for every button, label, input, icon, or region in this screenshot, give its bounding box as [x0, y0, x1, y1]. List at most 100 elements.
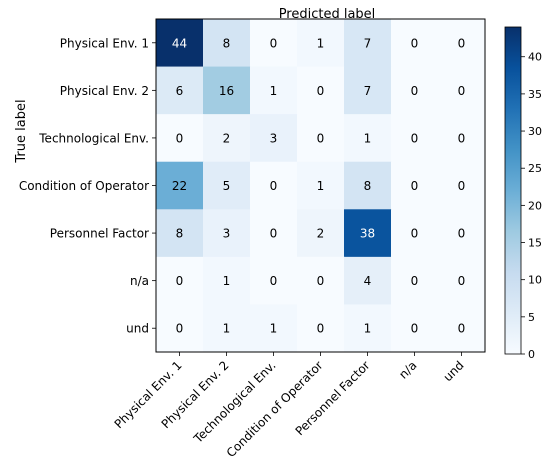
cell-value-label: 0: [411, 131, 419, 145]
colorbar-tick-label: 10: [528, 274, 542, 287]
colorbar-tick-label: 35: [528, 88, 542, 101]
colorbar-axis: 0 5 10 15 20 25 30 35 40: [521, 51, 542, 361]
heatmap-cell: [344, 114, 392, 163]
heatmap-cell: [391, 114, 439, 163]
x-tick-label: n/a: [396, 358, 419, 381]
cell-value-label: 16: [219, 84, 234, 98]
heatmap-cell: [438, 209, 486, 258]
y-axis: Physical Env. 1 Physical Env. 2 Technologi…: [19, 36, 156, 336]
y-tick-label: Condition of Operator: [19, 179, 149, 193]
cell-value-label: 7: [364, 84, 372, 98]
heatmap-cell-labels: 44 8 0 1 7 0 0 6 16 1 0 7 0 0 0 2 3 0 1 0 0 22 5 0 1 8 0 0 8 3 0 2 38 0 0 0…: [172, 36, 465, 335]
cell-value-label: 6: [176, 84, 184, 98]
heatmap-cell: [297, 304, 345, 353]
colorbar: [504, 26, 522, 355]
cell-value-label: 38: [360, 227, 375, 241]
heatmap-cell: [297, 256, 345, 305]
heatmap-cell: [250, 161, 298, 210]
cell-value-label: 0: [458, 322, 466, 336]
x-tick-label: Condition of Operator: [224, 358, 326, 459]
heatmap-cell: [344, 161, 392, 210]
heatmap-cell: [391, 304, 439, 353]
cell-value-label: 1: [364, 131, 372, 145]
cell-value-label: 1: [223, 274, 231, 288]
heatmap-cell: [156, 114, 204, 163]
cell-value-label: 5: [223, 179, 231, 193]
y-tick-label: n/a: [130, 274, 149, 288]
heatmap-cell: [297, 161, 345, 210]
heatmap-cell: [250, 66, 298, 115]
cell-value-label: 1: [270, 322, 278, 336]
colorbar-tick-label: 15: [528, 237, 542, 250]
heatmap-cell: [203, 304, 251, 353]
y-tick-label: Physical Env. 1: [60, 36, 149, 50]
cell-value-label: 7: [364, 36, 372, 50]
colorbar-tick-label: 30: [528, 125, 542, 138]
heatmap-cells: [156, 19, 486, 353]
heatmap-cell: [438, 66, 486, 115]
heatmap-cell: [250, 19, 298, 68]
cell-value-label: 0: [458, 36, 466, 50]
heatmap-cell: [156, 304, 204, 353]
heatmap-cell: [203, 161, 251, 210]
cell-value-label: 2: [317, 227, 325, 241]
cell-value-label: 0: [317, 322, 325, 336]
heatmap-cell: [250, 209, 298, 258]
heatmap-cell: [438, 114, 486, 163]
cell-value-label: 0: [411, 179, 419, 193]
heatmap-cell: [250, 256, 298, 305]
heatmap-cell: [391, 256, 439, 305]
y-tick-label: und: [126, 322, 149, 336]
heatmap-cell: [156, 209, 204, 258]
cell-value-label: 0: [270, 227, 278, 241]
heatmap-cell: [344, 256, 392, 305]
cell-value-label: 0: [458, 131, 466, 145]
chart-title: Predicted label: [279, 7, 376, 22]
heatmap-cell: [203, 209, 251, 258]
cell-value-label: 0: [411, 322, 419, 336]
cell-value-label: 0: [458, 84, 466, 98]
cell-value-label: 1: [270, 84, 278, 98]
cell-value-label: 8: [223, 36, 231, 50]
heatmap-cell: [203, 256, 251, 305]
heatmap-cell: [391, 19, 439, 68]
colorbar-tick-label: 20: [528, 199, 542, 212]
cell-value-label: 8: [176, 227, 184, 241]
heatmap-cell: [438, 304, 486, 353]
heatmap-cell: [344, 66, 392, 115]
heatmap-cell: [203, 66, 251, 115]
heatmap-cell: [250, 304, 298, 353]
cell-value-label: 22: [172, 179, 187, 193]
colorbar-tick-label: 40: [528, 51, 542, 64]
cell-value-label: 3: [223, 227, 231, 241]
cell-value-label: 2: [223, 131, 231, 145]
heatmap-cell: [250, 114, 298, 163]
cell-value-label: 0: [411, 84, 419, 98]
heatmap-cell: [297, 114, 345, 163]
heatmap-cell: [344, 19, 392, 68]
heatmap-cell: [156, 66, 204, 115]
cell-value-label: 1: [317, 179, 325, 193]
cell-value-label: 0: [176, 322, 184, 336]
heatmap-cell: [438, 19, 486, 68]
cell-value-label: 0: [317, 84, 325, 98]
heatmap-cell: [203, 19, 251, 68]
cell-value-label: 0: [411, 36, 419, 50]
heatmap-cell: [344, 304, 392, 353]
cell-value-label: 1: [364, 322, 372, 336]
cell-value-label: 0: [270, 274, 278, 288]
heatmap-cell: [203, 114, 251, 163]
cell-value-label: 0: [458, 274, 466, 288]
colorbar-tick-label: 25: [528, 162, 542, 175]
cell-value-label: 0: [317, 131, 325, 145]
y-tick-label: Physical Env. 2: [60, 84, 149, 98]
heatmap-cell: [156, 161, 204, 210]
heatmap-cell: [156, 256, 204, 305]
cell-value-label: 1: [223, 322, 231, 336]
colorbar-tick-label: 0: [528, 348, 535, 361]
cell-value-label: 0: [176, 274, 184, 288]
x-tick-label: Technological Env.: [190, 358, 278, 446]
heatmap-cell: [438, 256, 486, 305]
